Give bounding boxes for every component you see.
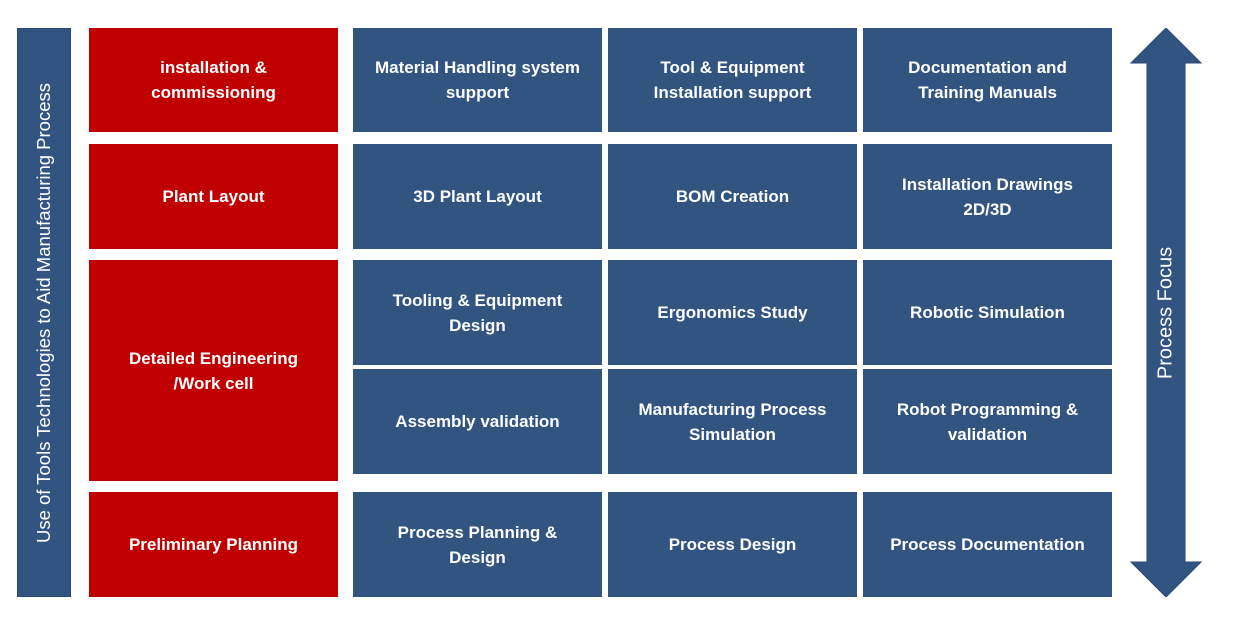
task-label: BOM Creation	[675, 187, 790, 206]
stage-label: Plant Layout	[162, 187, 265, 206]
task-label: Process Design	[668, 535, 797, 554]
task-robotic-simulation: Robotic Simulation	[863, 260, 1112, 365]
task-label: Material Handling system support	[374, 58, 580, 102]
stage-label: Detailed Engineering /Work cell	[128, 348, 299, 393]
task-assembly-validation: Assembly validation	[353, 369, 602, 474]
stage-label: installation & commissioning	[151, 58, 276, 102]
task-process-planning-design: Process Planning & Design	[353, 492, 602, 597]
side-label-bar: Use of Tools Technologies to Aid Manufac…	[17, 28, 71, 597]
task-robot-programming-validation: Robot Programming & validation	[863, 369, 1112, 474]
process-focus-arrow: Process Focus	[1130, 28, 1202, 597]
task-ergonomics-study: Ergonomics Study	[608, 260, 857, 365]
task-manufacturing-process-simulation: Manufacturing Process Simulation	[608, 369, 857, 474]
task-label: Manufacturing Process Simulation	[638, 399, 827, 444]
task-label: Robot Programming & validation	[896, 399, 1079, 444]
task-process-documentation: Process Documentation	[863, 492, 1112, 597]
task-label: Process Planning & Design	[397, 522, 558, 567]
task-installation-drawings: Installation Drawings 2D/3D	[863, 144, 1112, 249]
task-label: Tool & Equipment Installation support	[653, 58, 812, 102]
side-label-text: Use of Tools Technologies to Aid Manufac…	[33, 82, 54, 543]
task-label: Installation Drawings 2D/3D	[902, 174, 1073, 219]
task-label: Documentation and Training Manuals	[908, 58, 1067, 102]
double-arrow-icon	[1130, 28, 1202, 597]
task-bom-creation: BOM Creation	[608, 144, 857, 249]
stage-detailed-engineering: Detailed Engineering /Work cell	[89, 260, 338, 481]
task-material-handling: Material Handling system support	[353, 28, 602, 132]
stage-preliminary-planning: Preliminary Planning	[89, 492, 338, 597]
stage-plant-layout: Plant Layout	[89, 144, 338, 249]
task-documentation-training: Documentation and Training Manuals	[863, 28, 1112, 132]
task-tool-equipment-installation: Tool & Equipment Installation support	[608, 28, 857, 132]
task-label: Tooling & Equipment Design	[392, 290, 563, 335]
task-process-design: Process Design	[608, 492, 857, 597]
task-label: Assembly validation	[395, 412, 560, 431]
stage-label: Preliminary Planning	[128, 535, 299, 554]
task-label: Ergonomics Study	[657, 303, 808, 322]
task-label: 3D Plant Layout	[413, 187, 542, 206]
arrow-label: Process Focus	[1154, 246, 1177, 379]
stage-installation-commissioning: installation & commissioning	[89, 28, 338, 132]
task-tooling-equipment-design: Tooling & Equipment Design	[353, 260, 602, 365]
task-label: Robotic Simulation	[910, 303, 1065, 322]
task-label: Process Documentation	[890, 535, 1085, 554]
task-3d-plant-layout: 3D Plant Layout	[353, 144, 602, 249]
